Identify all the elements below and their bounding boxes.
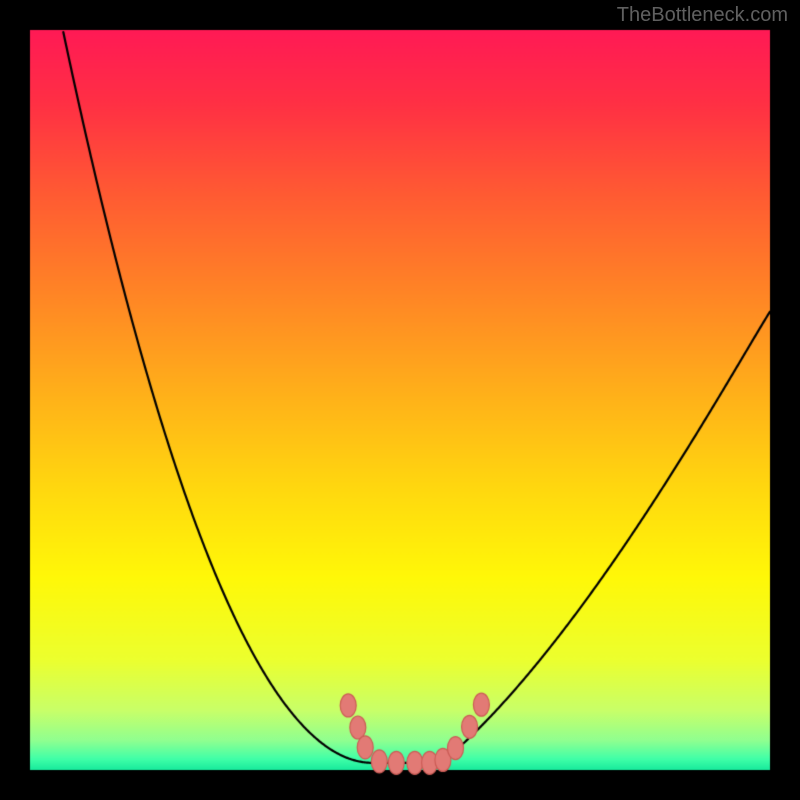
- chart-container: TheBottleneck.com: [0, 0, 800, 800]
- bottleneck-curve-chart: [0, 0, 800, 800]
- watermark-text: TheBottleneck.com: [617, 4, 788, 27]
